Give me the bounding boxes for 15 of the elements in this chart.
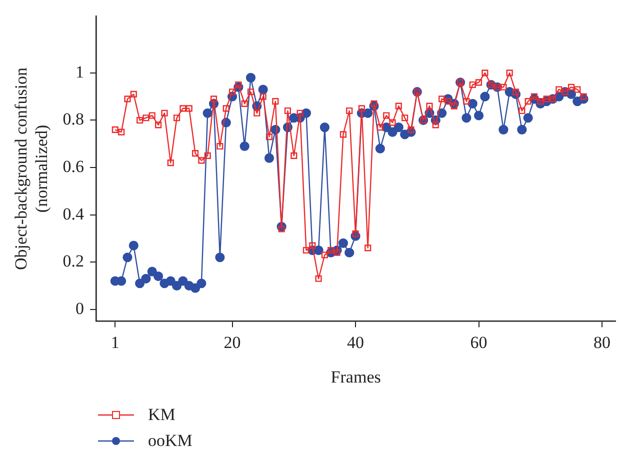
y-tick-label: 0.4 [62, 204, 85, 224]
x-axis-title: Frames [330, 367, 381, 386]
y-tick-label: 0.2 [62, 252, 84, 271]
legend-label: ooKM [148, 431, 192, 451]
x-tick-label: 40 [347, 332, 364, 352]
legend-label: KM [148, 405, 176, 425]
x-tick-label: 20 [224, 332, 241, 352]
y-tick-label: 0.8 [62, 110, 84, 129]
x-tick-label: 60 [470, 332, 488, 352]
y-tick-label: 0 [76, 298, 84, 318]
y-axis-title: Object-background confusion (normalized) [12, 66, 52, 270]
y-tick-label: 0.6 [62, 156, 84, 176]
x-tick-label: 1 [110, 332, 120, 352]
x-tick-label: 80 [594, 332, 611, 352]
y-tick-label: 1 [76, 62, 84, 82]
